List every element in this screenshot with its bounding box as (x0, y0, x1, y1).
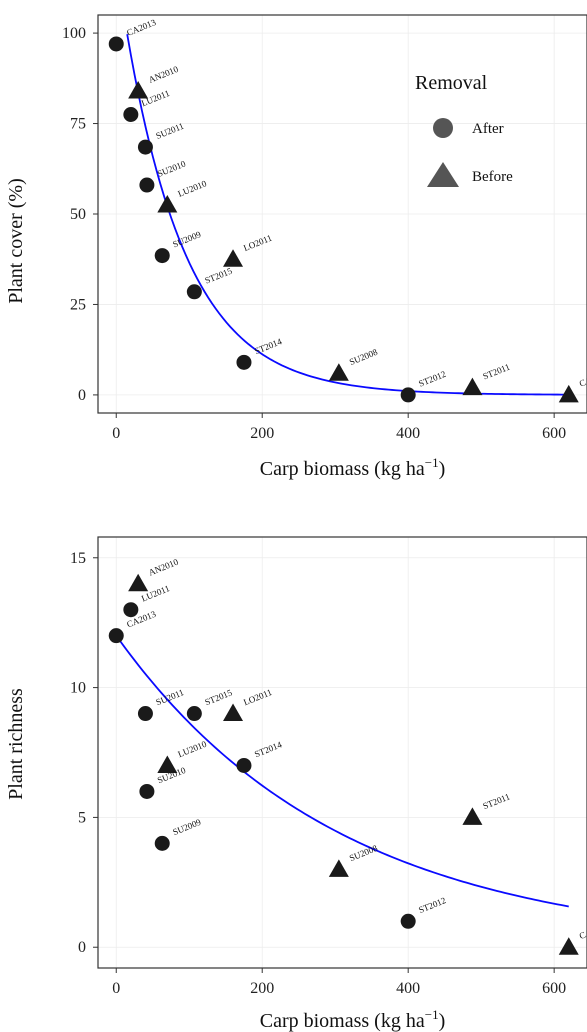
point-st2011-before (462, 807, 483, 825)
point-label-lu2011: LU2011 (140, 88, 171, 108)
point-lu2010-before (157, 194, 178, 213)
chart-panel-2: 0 200 400 600 0 5 10 15 Carp biomass (kg ha−1) Pl… (5, 536, 587, 1032)
point-ca2013-after (108, 628, 124, 644)
point-su2011-after (137, 706, 153, 722)
point-lu2011-after (123, 107, 139, 122)
point-label-st2012: ST2012 (417, 895, 447, 915)
point-lo2011-before (223, 703, 244, 722)
point-label-ca2013: CA2013 (125, 17, 157, 38)
y-tick-label: 5 (78, 809, 86, 826)
point-su2011-after (137, 139, 153, 155)
x-tick-label: 0 (112, 425, 120, 442)
legend: Removal After Before (415, 72, 513, 187)
point-su2009-after (154, 248, 170, 264)
point-label-st2011: ST2011 (481, 362, 511, 382)
point-an2010-before (128, 573, 149, 592)
point-label-ca2012: CA2012 (578, 368, 587, 389)
point-su2010-after (139, 783, 155, 799)
y-tick-label: 15 (70, 550, 86, 567)
point-label-lu2010: LU2010 (176, 739, 208, 760)
point-st2012-after (400, 913, 416, 929)
point-lu2011-after (123, 602, 139, 618)
x-tick-label: 200 (250, 425, 274, 442)
point-label-st2015: ST2015 (203, 687, 234, 707)
legend-entry-before: Before (472, 169, 513, 185)
point-label-lo2011: LO2011 (242, 687, 273, 707)
point-su2008-before (328, 363, 349, 381)
x-axis-label: Carp biomass (kg ha−1) (260, 1007, 446, 1032)
point-st2015-after (186, 284, 202, 300)
point-st2012-after (400, 387, 416, 403)
x-tick-label: 600 (542, 425, 566, 442)
x-tick-label: 200 (250, 980, 274, 997)
point-su2008-before (328, 859, 349, 877)
point-label-su2010: SU2010 (156, 158, 188, 179)
point-label-su2008: SU2008 (348, 347, 380, 368)
point-lo2011-before (223, 249, 244, 267)
point-label-st2012: ST2012 (417, 369, 447, 389)
point-label-su2009: SU2009 (171, 817, 203, 838)
point-label-st2011: ST2011 (481, 791, 511, 811)
legend-title: Removal (415, 72, 488, 94)
point-label-st2014: ST2014 (253, 336, 284, 356)
point-an2010-before (128, 80, 149, 99)
point-label-st2014: ST2014 (253, 739, 284, 759)
x-tick-label: 400 (396, 980, 420, 997)
y-axis-label: Plant richness (5, 688, 27, 800)
point-st2011-before (462, 377, 483, 396)
x-axis-label: Carp biomass (kg ha−1) (260, 455, 446, 480)
point-label-lu2010: LU2010 (176, 178, 208, 199)
point-label-ca2012: CA2012 (578, 920, 587, 941)
plot-frame (97, 536, 587, 969)
y-tick-label: 25 (70, 296, 86, 313)
point-label-st2015: ST2015 (203, 266, 234, 286)
y-tick-label: 0 (78, 939, 86, 956)
point-su2010-after (139, 177, 155, 193)
legend-entry-after: After (472, 121, 504, 137)
point-label-su2008: SU2008 (348, 843, 380, 864)
point-ca2012-before (558, 384, 579, 403)
y-axis-label: Plant cover (%) (5, 178, 27, 304)
y-tick-label: 100 (62, 25, 86, 42)
chart-panel-1: 0 200 400 600 0 25 50 75 100 Carp biomass (kg ha−… (5, 14, 587, 480)
legend-circle-marker (433, 118, 453, 138)
gridlines (98, 15, 587, 413)
point-label-an2010: AN2010 (147, 64, 180, 85)
y-tick-label: 10 (70, 680, 86, 697)
legend-triangle-marker (427, 162, 459, 187)
x-tick-label: 600 (542, 980, 566, 997)
point-label-lo2011: LO2011 (242, 233, 273, 253)
y-tick-label: 0 (78, 387, 86, 404)
point-su2009-after (154, 835, 170, 851)
fit-curve (126, 34, 569, 396)
point-ca2013-after (108, 36, 124, 52)
point-ca2012-before (558, 937, 579, 955)
x-tick-label: 400 (396, 425, 420, 442)
point-label-an2010: AN2010 (147, 557, 180, 578)
point-lu2010-before (157, 755, 178, 773)
y-tick-label: 75 (70, 116, 86, 133)
point-st2014-after (236, 757, 252, 773)
gridlines (98, 537, 587, 968)
point-st2014-after (236, 354, 252, 370)
y-tick-label: 50 (70, 206, 86, 223)
point-st2015-after (186, 706, 202, 722)
fit-curve (115, 635, 569, 908)
x-tick-label: 0 (112, 980, 120, 997)
